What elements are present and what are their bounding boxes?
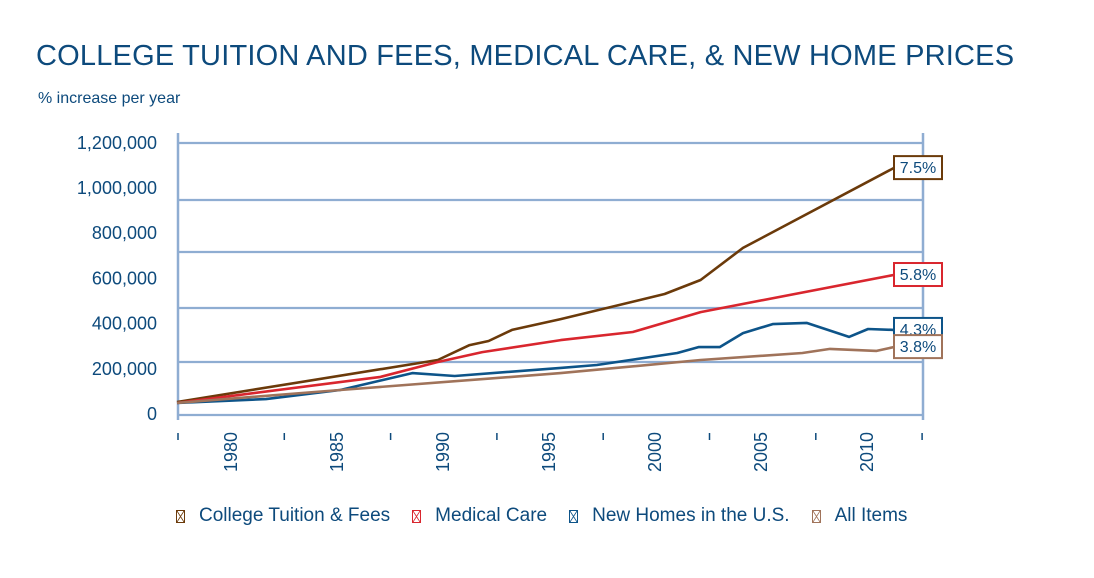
chart-subtitle: % increase per year — [38, 90, 181, 107]
legend-swatch-icon — [569, 509, 579, 523]
end-label-box — [893, 155, 943, 181]
y-tick-label: 800,000 — [92, 223, 157, 243]
end-label-box — [893, 262, 943, 288]
x-tick-label: 1995 — [539, 432, 559, 472]
legend-swatch-icon — [176, 509, 185, 523]
legend-label: All Items — [834, 505, 908, 526]
x-tick-label: 2010 — [857, 432, 877, 472]
legend-label: Medical Care — [435, 505, 548, 526]
x-tick-label: 1990 — [433, 432, 453, 472]
x-tick-label: 2000 — [645, 432, 665, 472]
legend-item-tuition: College Tuition & Fees — [176, 505, 390, 527]
y-tick-label: 1,000,000 — [77, 178, 157, 198]
y-tick-label: 0 — [147, 404, 157, 424]
y-tick-label: 200,000 — [92, 359, 157, 379]
y-tick-label: 400,000 — [92, 314, 157, 334]
end-label-box — [893, 334, 943, 360]
legend-item-medical: Medical Care — [412, 505, 547, 527]
legend-label: New Homes in the U.S. — [592, 505, 790, 526]
end-label: 5.8% — [900, 267, 936, 284]
series-line-1 — [176, 273, 894, 405]
legend-item-new-homes: New Homes in the U.S. — [569, 505, 790, 527]
y-tick-label: 1,200,000 — [77, 133, 157, 153]
end-label: 7.5% — [900, 160, 936, 177]
end-label: 3.8% — [900, 339, 936, 356]
series-line-2 — [176, 321, 894, 405]
series-line-3 — [176, 345, 894, 405]
x-tick-label: 1985 — [327, 432, 347, 472]
chart-title: COLLEGE TUITION AND FEES, MEDICAL CARE, … — [36, 40, 1015, 72]
legend-item-all-items: All Items — [811, 505, 908, 527]
legend-swatch-icon — [412, 509, 422, 523]
x-tick-label: 1980 — [221, 432, 241, 472]
legend-label: College Tuition & Fees — [199, 505, 391, 526]
legend: College Tuition & Fees Medical Care New … — [176, 505, 907, 527]
series-line-0 — [176, 166, 895, 404]
x-tick-label: 2005 — [751, 432, 771, 472]
y-tick-label: 600,000 — [92, 268, 157, 288]
legend-swatch-icon — [811, 509, 821, 523]
